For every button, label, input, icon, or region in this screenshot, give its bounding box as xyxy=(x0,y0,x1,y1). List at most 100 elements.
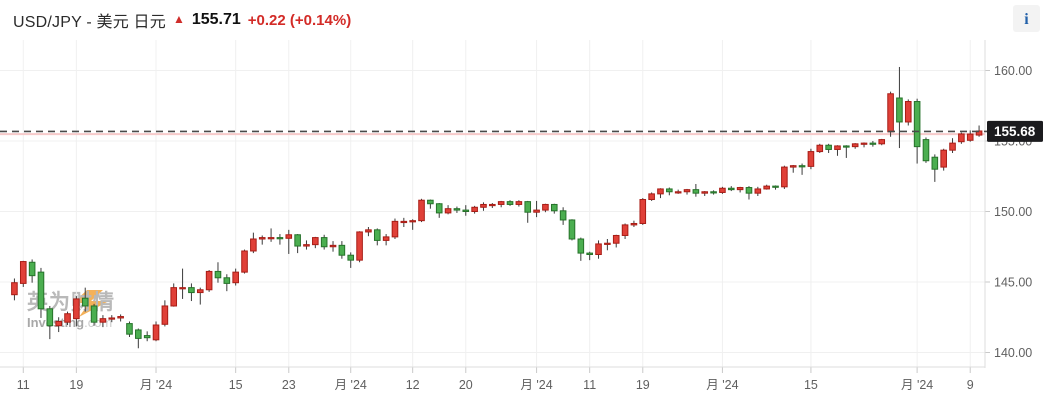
candle[interactable] xyxy=(250,232,257,254)
candle[interactable] xyxy=(542,203,549,213)
candle[interactable] xyxy=(356,231,363,263)
candle[interactable] xyxy=(285,229,293,254)
candle[interactable] xyxy=(276,234,284,245)
candle[interactable] xyxy=(506,200,514,206)
candle[interactable] xyxy=(559,207,567,225)
candle[interactable] xyxy=(586,251,593,261)
candle[interactable] xyxy=(303,240,310,250)
candle[interactable] xyxy=(533,200,540,218)
candle[interactable] xyxy=(975,125,983,137)
candle[interactable] xyxy=(648,192,655,201)
candle[interactable] xyxy=(763,184,770,190)
candle[interactable] xyxy=(409,219,416,230)
candle[interactable] xyxy=(373,228,381,246)
candle[interactable] xyxy=(46,305,54,340)
candle[interactable] xyxy=(612,234,620,248)
candle[interactable] xyxy=(161,300,169,327)
candle[interactable] xyxy=(789,164,797,173)
candle[interactable] xyxy=(772,185,779,190)
candle[interactable] xyxy=(904,99,912,126)
candle[interactable] xyxy=(365,227,372,237)
candle[interactable] xyxy=(453,206,461,213)
candle[interactable] xyxy=(170,283,178,307)
candle[interactable] xyxy=(807,148,815,170)
candle[interactable] xyxy=(28,259,36,283)
candle[interactable] xyxy=(630,220,638,228)
candle[interactable] xyxy=(922,137,930,163)
candle[interactable] xyxy=(825,143,832,153)
candle[interactable] xyxy=(73,296,80,327)
candle[interactable] xyxy=(347,252,355,268)
candle[interactable] xyxy=(489,203,496,208)
candle[interactable] xyxy=(692,184,700,197)
candle[interactable] xyxy=(444,205,452,215)
candle[interactable] xyxy=(435,203,443,218)
candle[interactable] xyxy=(851,143,859,149)
candle[interactable] xyxy=(418,198,425,223)
candle[interactable] xyxy=(940,148,947,171)
candle[interactable] xyxy=(736,186,744,193)
candle[interactable] xyxy=(320,234,328,250)
candle[interactable] xyxy=(135,328,142,349)
candle[interactable] xyxy=(11,278,18,301)
candle[interactable] xyxy=(126,321,133,337)
candle[interactable] xyxy=(754,186,762,196)
candle[interactable] xyxy=(267,228,275,242)
candle[interactable] xyxy=(497,200,505,208)
candle[interactable] xyxy=(258,235,266,245)
candle[interactable] xyxy=(657,188,664,199)
candle[interactable] xyxy=(887,91,894,137)
candle[interactable] xyxy=(19,260,27,287)
candle[interactable] xyxy=(188,283,195,302)
candle[interactable] xyxy=(550,203,558,214)
candle[interactable] xyxy=(462,205,470,216)
candle[interactable] xyxy=(719,186,726,194)
candle[interactable] xyxy=(223,274,231,292)
candle[interactable] xyxy=(621,223,629,239)
candle[interactable] xyxy=(701,191,709,196)
candle[interactable] xyxy=(674,189,682,194)
candle[interactable] xyxy=(798,163,806,175)
candle[interactable] xyxy=(568,219,576,241)
candle[interactable] xyxy=(595,240,602,259)
candle[interactable] xyxy=(108,315,116,323)
candle[interactable] xyxy=(90,303,98,326)
candle[interactable] xyxy=(232,268,239,286)
candle[interactable] xyxy=(338,241,346,259)
candle[interactable] xyxy=(931,154,939,182)
candle[interactable] xyxy=(196,287,204,305)
candle[interactable] xyxy=(99,315,107,328)
candle[interactable] xyxy=(55,317,62,333)
candle[interactable] xyxy=(427,199,434,209)
candle[interactable] xyxy=(400,217,408,228)
candle[interactable] xyxy=(727,186,735,192)
candle[interactable] xyxy=(639,198,647,225)
candle[interactable] xyxy=(860,142,868,148)
candle[interactable] xyxy=(604,238,611,251)
candle[interactable] xyxy=(666,187,673,196)
candle[interactable] xyxy=(710,190,717,195)
candle[interactable] xyxy=(143,331,151,342)
candle[interactable] xyxy=(329,241,337,252)
candle[interactable] xyxy=(577,237,585,261)
candle[interactable] xyxy=(37,267,45,318)
candle[interactable] xyxy=(781,165,788,189)
candle[interactable] xyxy=(515,200,523,207)
candle[interactable] xyxy=(179,268,186,299)
info-button[interactable]: i xyxy=(1013,5,1040,32)
candle[interactable] xyxy=(745,186,753,200)
candle[interactable] xyxy=(524,200,532,223)
candle[interactable] xyxy=(966,130,974,142)
candle[interactable] xyxy=(294,234,301,254)
candle[interactable] xyxy=(896,66,903,149)
candle[interactable] xyxy=(205,270,213,292)
candle[interactable] xyxy=(382,234,390,246)
candle[interactable] xyxy=(391,218,399,239)
candle[interactable] xyxy=(869,141,877,147)
candle[interactable] xyxy=(843,145,850,158)
candle[interactable] xyxy=(64,311,71,326)
candle[interactable] xyxy=(81,287,89,312)
candle[interactable] xyxy=(312,236,319,249)
candle[interactable] xyxy=(214,262,222,283)
